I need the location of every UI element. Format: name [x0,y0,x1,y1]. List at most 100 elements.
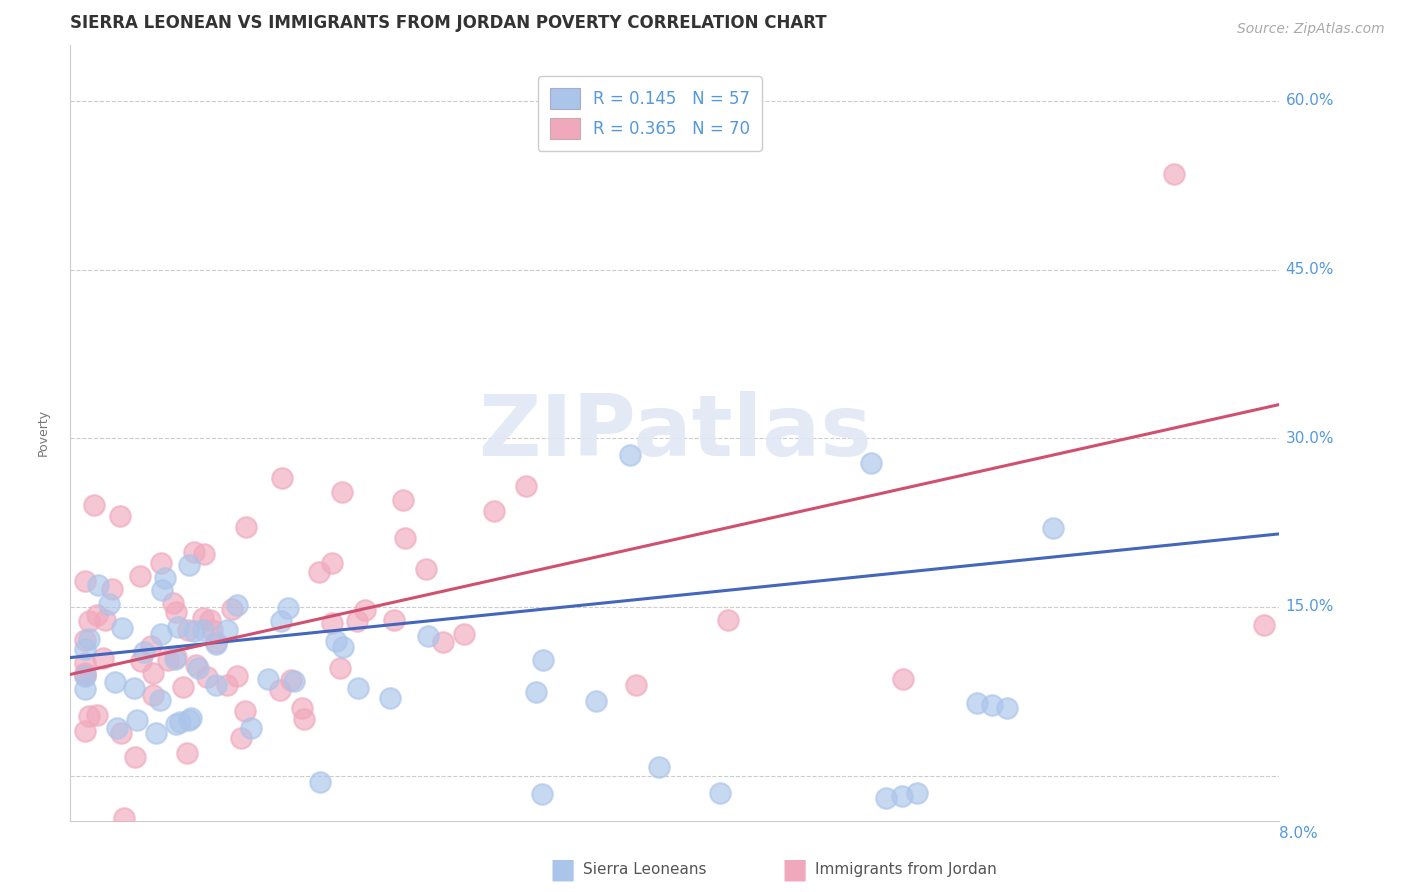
Point [347,681,370,695]
Text: 15.0%: 15.0% [1285,599,1334,615]
Point [75,666,97,681]
Point [108,508,131,523]
Point [153,571,176,585]
Text: SIERRA LEONEAN VS IMMIGRANTS FROM JORDAN POVERTY CORRELATION CHART: SIERRA LEONEAN VS IMMIGRANTS FROM JORDAN… [70,14,827,32]
Point [75,681,97,696]
Point [891,672,914,686]
Point [149,692,172,706]
Point [91,650,114,665]
Text: 8.0%: 8.0% [1279,826,1319,841]
Point [321,556,343,570]
Point [453,626,475,640]
Point [183,545,205,559]
Point [1253,617,1275,632]
Point [165,716,187,731]
Point [226,669,249,683]
Point [860,456,883,470]
Point [83,498,105,512]
Point [75,632,97,647]
Text: 60.0%: 60.0% [1285,94,1334,108]
Point [198,613,221,627]
Point [169,714,191,729]
Point [157,653,180,667]
Point [176,746,198,760]
Point [709,785,731,799]
Point [585,694,607,708]
Point [204,635,226,649]
Point [890,789,912,803]
Point [1163,167,1185,181]
Text: 30.0%: 30.0% [1285,431,1334,446]
Point [332,640,354,655]
Point [125,713,148,727]
Point [162,596,184,610]
Point [325,634,347,648]
Point [183,624,205,639]
Point [280,673,302,687]
Point [184,658,207,673]
Point [239,721,262,735]
Point [145,725,167,739]
Point [515,479,537,493]
Point [380,691,402,706]
Point [177,624,200,638]
Point [329,661,352,675]
Point [204,678,226,692]
Point [531,653,554,667]
Point [172,681,194,695]
Point [997,701,1019,715]
Point [86,607,108,622]
Point [354,603,377,617]
Point [626,678,648,692]
Point [382,613,405,627]
Point [134,645,156,659]
Point [221,602,243,616]
Point [277,601,299,615]
Point [122,681,145,696]
Point [257,672,280,686]
Point [231,731,253,745]
Point [77,709,100,723]
Point [193,611,215,625]
Point [124,750,146,764]
Point [966,696,988,710]
Text: ZIPatlas: ZIPatlas [478,391,872,475]
Point [321,616,343,631]
Point [416,629,439,643]
Point [94,613,117,627]
Point [530,788,553,802]
Point [309,774,332,789]
Point [104,674,127,689]
Point [129,654,152,668]
Point [415,562,437,576]
Point [165,605,187,619]
Point [394,531,416,545]
Point [619,448,641,462]
Point [112,811,135,825]
Point [86,708,108,723]
Point [269,682,291,697]
Point [1042,521,1064,535]
Point [291,701,314,715]
Point [332,485,354,500]
Point [981,698,1004,712]
Point [75,574,97,589]
Point [177,558,200,572]
Point [217,678,239,692]
Text: Sierra Leoneans: Sierra Leoneans [583,863,707,877]
Point [308,565,330,579]
Text: Source: ZipAtlas.com: Source: ZipAtlas.com [1237,22,1385,37]
Point [165,649,187,664]
Point [226,598,249,612]
Point [139,640,162,654]
Point [195,670,218,684]
Point [482,504,505,518]
Point [177,714,200,728]
Point [77,614,100,628]
Point [270,614,292,628]
Point [107,721,129,735]
Point [205,637,228,651]
Point [150,556,173,570]
Point [75,656,97,670]
Point [75,668,97,682]
